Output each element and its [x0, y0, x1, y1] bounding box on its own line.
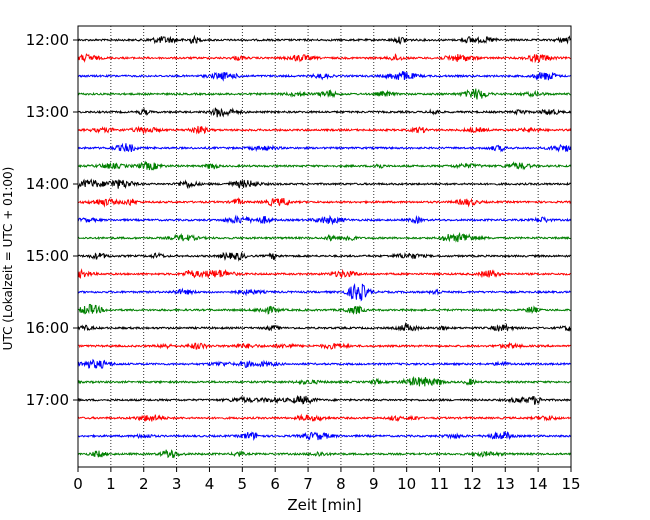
seismic-trace: [77, 178, 571, 190]
x-tick-label: 7: [303, 475, 313, 493]
y-tick-label: 14:00: [26, 175, 69, 193]
seismic-trace: [77, 107, 572, 118]
seismic-trace: [77, 214, 572, 226]
x-tick-label: 10: [397, 475, 416, 493]
x-axis: 0 1 2 3 4 5 6 7 8 9 10 11 12 13 14 15: [73, 467, 581, 493]
seismic-trace: [77, 71, 571, 82]
trace-group: [77, 34, 572, 459]
x-tick-label: 12: [463, 475, 482, 493]
seismic-trace: [77, 34, 572, 45]
seismic-trace: [77, 394, 572, 405]
y-tick-label: 13:00: [26, 103, 69, 121]
x-tick-label: 14: [529, 475, 548, 493]
seismic-trace: [77, 303, 571, 315]
y-axis-label: UTC (Lokalzeit = UTC + 01:00): [1, 167, 15, 351]
x-tick-label: 3: [172, 475, 182, 493]
x-tick-label: 1: [106, 475, 116, 493]
x-tick-label: 6: [270, 475, 280, 493]
seismic-trace: [77, 268, 571, 279]
x-axis-label: Zeit [min]: [287, 496, 361, 514]
x-tick-label: 2: [139, 475, 149, 493]
x-tick-label: 15: [561, 475, 580, 493]
seismic-trace: [77, 231, 571, 243]
x-tick-label: 11: [430, 475, 449, 493]
y-axis: 12:00 13:00 14:00 15:00 16:00 17:00: [26, 31, 78, 409]
seismic-trace: [77, 341, 571, 350]
x-tick-label: 13: [496, 475, 515, 493]
seismic-trace: [77, 53, 571, 64]
seismic-trace: [77, 197, 572, 208]
seismic-trace: [77, 376, 571, 387]
x-tick-label: 5: [238, 475, 248, 493]
seismic-trace: [77, 142, 572, 153]
seismic-trace: [77, 282, 571, 302]
x-tick-label: 9: [369, 475, 379, 493]
seismic-trace: [77, 160, 572, 171]
seismic-trace: [77, 88, 571, 100]
seismic-trace: [77, 321, 572, 332]
seismic-trace: [77, 251, 571, 262]
y-tick-label: 17:00: [26, 391, 69, 409]
seismic-trace: [77, 449, 572, 459]
y-tick-label: 15:00: [26, 247, 69, 265]
x-tick-label: 4: [205, 475, 215, 493]
seismic-trace: [77, 413, 571, 422]
seismic-trace: [77, 431, 572, 441]
y-tick-label: 12:00: [26, 31, 69, 49]
y-tick-label: 16:00: [26, 319, 69, 337]
x-tick-label: 0: [73, 475, 83, 493]
x-tick-label: 8: [336, 475, 346, 493]
seismic-trace: [77, 125, 572, 135]
plot-frame: [77, 25, 572, 468]
seismic-trace: [77, 358, 571, 369]
